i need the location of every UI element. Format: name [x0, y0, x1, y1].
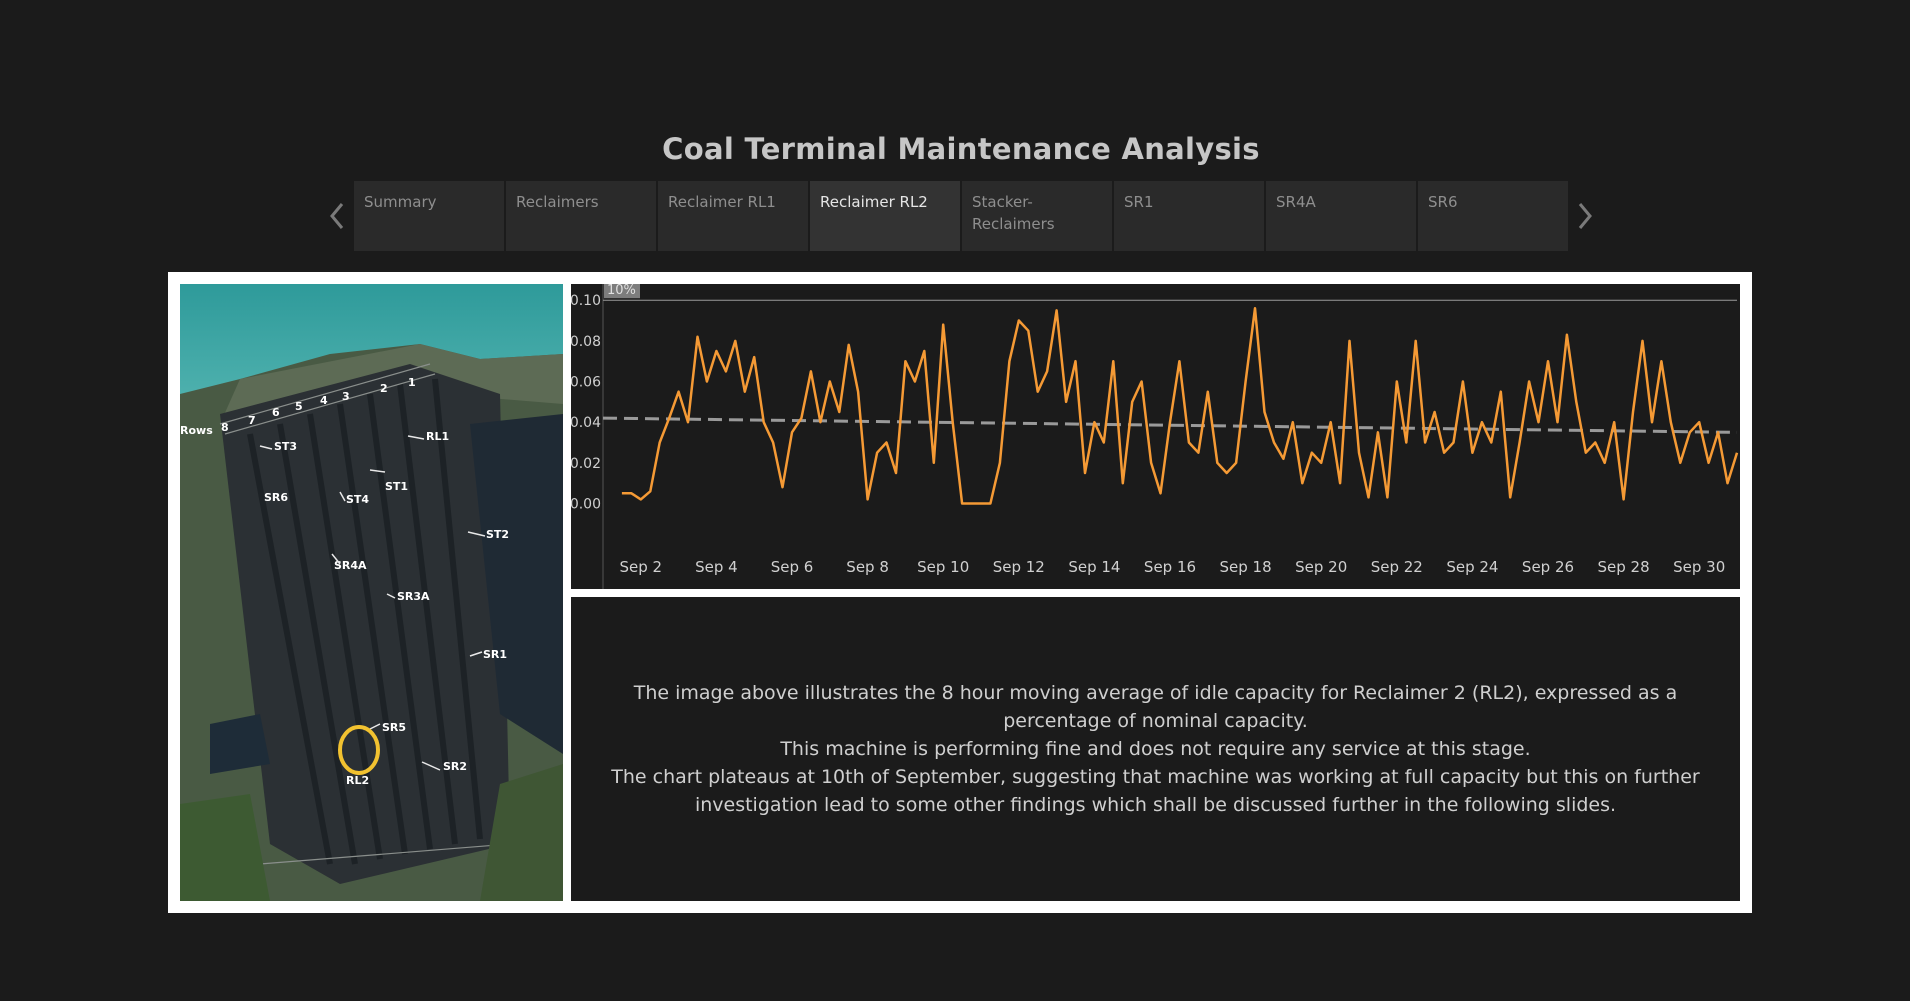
reference-label: 10%: [607, 284, 636, 298]
x-tick-label: Sep 12: [993, 558, 1045, 576]
machine-label: ST1: [385, 480, 408, 493]
chevron-right-icon[interactable]: [1570, 199, 1600, 233]
machine-label: RL2: [346, 774, 369, 787]
y-tick-label: 0.02: [571, 456, 601, 472]
tab-reclaimer-rl1[interactable]: Reclaimer RL1: [658, 181, 808, 251]
description-line: This machine is performing fine and does…: [780, 738, 1531, 760]
x-tick-label: Sep 16: [1144, 558, 1196, 576]
terminal-map: Rows 8 7 6 5 4 3 2 1 RL1 ST3 ST1 SR6 ST4…: [180, 284, 563, 901]
x-tick-label: Sep 2: [620, 558, 663, 576]
row-number: 5: [295, 400, 303, 413]
tab-reclaimers[interactable]: Reclaimers: [506, 181, 656, 251]
rows-label: Rows: [180, 424, 213, 437]
x-tick-label: Sep 22: [1371, 558, 1423, 576]
row-number: 6: [272, 406, 280, 419]
machine-label: ST4: [346, 493, 369, 506]
rail-lines: [219, 363, 511, 865]
x-tick-label: Sep 24: [1446, 558, 1498, 576]
machine-label: SR5: [382, 721, 406, 734]
row-number: 7: [248, 414, 256, 427]
tab-reclaimer-rl2[interactable]: Reclaimer RL2: [810, 181, 960, 251]
y-tick-label: 0.04: [571, 415, 601, 431]
row-number: 4: [320, 394, 328, 407]
x-tick-label: Sep 4: [695, 558, 738, 576]
x-tick-label: Sep 10: [917, 558, 969, 576]
y-tick-label: 0.08: [571, 334, 601, 350]
idle-capacity-chart: 10% 0.00 0.02 0.04 0.06 0.08 0.10 Sep 2 Sep 4 Sep…: [571, 284, 1740, 589]
machine-label: RL1: [426, 430, 449, 443]
vegetation: [480, 764, 563, 901]
row-number: 3: [342, 390, 350, 403]
machine-label: ST3: [274, 440, 297, 453]
x-tick-label: Sep 6: [771, 558, 814, 576]
tab-sr4a[interactable]: SR4A: [1266, 181, 1416, 251]
tab-strip: Summary Reclaimers Reclaimer RL1 Reclaimer …: [322, 181, 1602, 251]
tab-sr1[interactable]: SR1: [1114, 181, 1264, 251]
machine-labels: RL1 ST3 ST1 SR6 ST4 ST2 SR4A SR3A SR1 SR…: [264, 430, 509, 787]
x-tick-label: Sep 18: [1220, 558, 1272, 576]
description-panel: The image above illustrates the 8 hour m…: [571, 597, 1740, 901]
x-tick-label: Sep 8: [846, 558, 889, 576]
machine-label: ST2: [486, 528, 509, 541]
row-number: 2: [380, 382, 388, 395]
machine-label: SR6: [264, 491, 288, 504]
y-tick-label: 0.06: [571, 375, 601, 391]
reference-label-box: [604, 284, 640, 299]
machine-label: SR3A: [397, 590, 430, 603]
x-tick-label: Sep 20: [1295, 558, 1347, 576]
tab-stacker-reclaimers[interactable]: Stacker-Reclaimers: [962, 181, 1112, 251]
x-tick-label: Sep 14: [1068, 558, 1120, 576]
pond: [210, 714, 270, 774]
rl2-highlight-circle: [338, 725, 380, 775]
tabs: Summary Reclaimers Reclaimer RL1 Reclaimer …: [354, 181, 1568, 251]
row-number: 8: [221, 421, 229, 434]
tab-summary[interactable]: Summary: [354, 181, 504, 251]
x-tick-label: Sep 28: [1598, 558, 1650, 576]
vegetation: [180, 794, 270, 901]
dashboard-frame: Rows 8 7 6 5 4 3 2 1 RL1 ST3 ST1 SR6 ST4…: [168, 272, 1752, 913]
tab-sr6[interactable]: SR6: [1418, 181, 1568, 251]
machine-label: SR4A: [334, 559, 367, 572]
page-title: Coal Terminal Maintenance Analysis: [662, 132, 1260, 166]
y-tick-label: 0.00: [571, 497, 601, 513]
machine-label: SR2: [443, 760, 467, 773]
map-sea: [180, 284, 563, 394]
description-line: The image above illustrates the 8 hour m…: [633, 682, 1678, 732]
water-basin: [470, 414, 563, 754]
y-tick-label: 0.10: [571, 293, 601, 309]
idle-capacity-line: [621, 307, 1739, 505]
stockpile-rows: [247, 378, 483, 865]
row-numbers: Rows 8 7 6 5 4 3 2 1: [180, 376, 416, 437]
x-tick-label: Sep 30: [1673, 558, 1725, 576]
machine-markers: [259, 435, 486, 771]
x-tick-label: Sep 26: [1522, 558, 1574, 576]
machine-label: SR1: [483, 648, 507, 661]
description-line: The chart plateaus at 10th of September,…: [611, 766, 1700, 816]
chevron-left-icon[interactable]: [322, 199, 352, 233]
row-number: 1: [408, 376, 416, 389]
